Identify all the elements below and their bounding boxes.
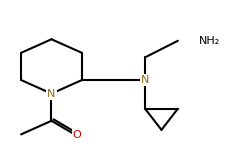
Text: N: N [47, 89, 56, 99]
Text: NH₂: NH₂ [199, 36, 220, 46]
Text: N: N [141, 75, 149, 85]
Text: O: O [73, 130, 82, 140]
